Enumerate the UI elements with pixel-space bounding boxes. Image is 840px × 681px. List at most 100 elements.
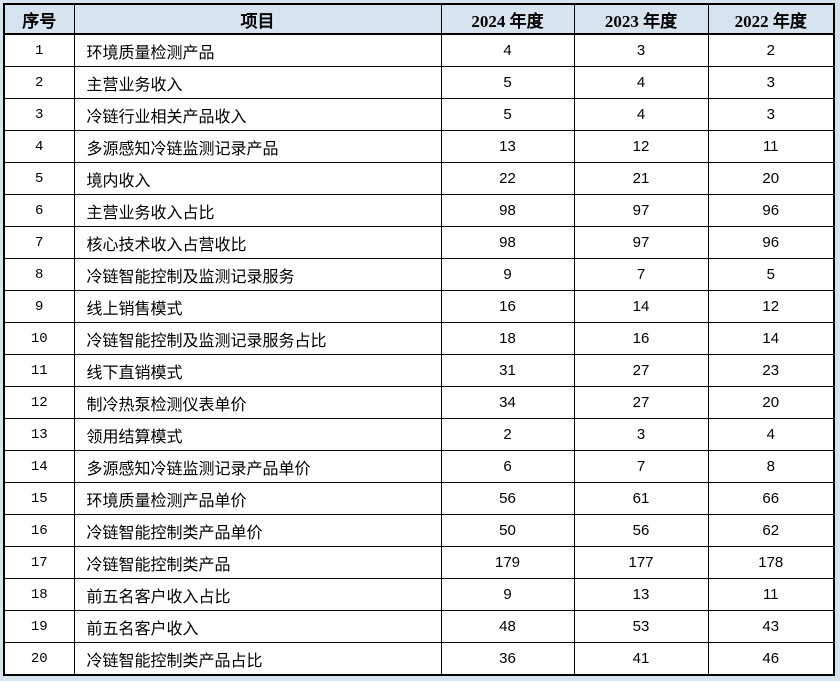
value-cell-2024: 13 xyxy=(440,130,575,163)
value-cell-2022: 3 xyxy=(707,66,835,99)
value-cell-2023: 3 xyxy=(573,33,709,67)
value-cell-2023: 53 xyxy=(573,610,709,643)
value-cell-2022: 23 xyxy=(707,354,835,387)
table-row: 3 冷链行业相关产品收入 5 4 3 xyxy=(3,98,835,131)
value-cell-2022: 4 xyxy=(707,418,835,451)
value-cell-2023: 97 xyxy=(573,194,709,227)
item-cell: 冷链智能控制类产品占比 xyxy=(73,642,442,676)
item-cell: 前五名客户收入 xyxy=(73,610,442,643)
index-cell: 4 xyxy=(3,130,75,163)
value-cell-2023: 27 xyxy=(573,386,709,419)
value-cell-2023: 97 xyxy=(573,226,709,259)
index-cell: 12 xyxy=(3,386,75,419)
table-row: 10 冷链智能控制及监测记录服务占比 18 16 14 xyxy=(3,322,835,355)
index-cell: 16 xyxy=(3,514,75,547)
value-cell-2023: 4 xyxy=(573,66,709,99)
value-cell-2022: 12 xyxy=(707,290,835,323)
table-row: 13 领用结算模式 2 3 4 xyxy=(3,418,835,451)
index-cell: 6 xyxy=(3,194,75,227)
value-cell-2022: 3 xyxy=(707,98,835,131)
table-row: 16 冷链智能控制类产品单价 50 56 62 xyxy=(3,514,835,547)
value-cell-2023: 56 xyxy=(573,514,709,547)
table-row: 11 线下直销模式 31 27 23 xyxy=(3,354,835,387)
table-row: 18 前五名客户收入占比 9 13 11 xyxy=(3,578,835,611)
index-cell: 5 xyxy=(3,162,75,195)
index-cell: 3 xyxy=(3,98,75,131)
value-cell-2024: 9 xyxy=(440,578,575,611)
item-cell: 冷链智能控制类产品 xyxy=(73,546,442,579)
header-row: 序号 项目 2024 年度 2023 年度 2022 年度 xyxy=(3,3,835,35)
value-cell-2022: 46 xyxy=(707,642,835,676)
index-cell: 8 xyxy=(3,258,75,291)
value-cell-2023: 4 xyxy=(573,98,709,131)
value-cell-2022: 20 xyxy=(707,162,835,195)
table-row: 8 冷链智能控制及监测记录服务 9 7 5 xyxy=(3,258,835,291)
index-cell: 10 xyxy=(3,322,75,355)
value-cell-2024: 31 xyxy=(440,354,575,387)
value-cell-2024: 179 xyxy=(440,546,575,579)
table-row: 14 多源感知冷链监测记录产品单价 6 7 8 xyxy=(3,450,835,483)
value-cell-2023: 12 xyxy=(573,130,709,163)
value-cell-2024: 16 xyxy=(440,290,575,323)
value-cell-2022: 14 xyxy=(707,322,835,355)
table-row: 5 境内收入 22 21 20 xyxy=(3,162,835,195)
value-cell-2024: 98 xyxy=(440,226,575,259)
table-body: 1 环境质量检测产品 4 3 2 2 主营业务收入 5 4 3 3 冷链行业相关产品收入 5 4 3 4 多源感… xyxy=(3,33,835,676)
item-cell: 领用结算模式 xyxy=(73,418,442,451)
index-cell: 18 xyxy=(3,578,75,611)
item-cell: 制冷热泵检测仪表单价 xyxy=(73,386,442,419)
item-cell: 线下直销模式 xyxy=(73,354,442,387)
item-cell: 冷链行业相关产品收入 xyxy=(73,98,442,131)
value-cell-2022: 8 xyxy=(707,450,835,483)
column-header-2023: 2023 年度 xyxy=(573,3,709,35)
table-row: 4 多源感知冷链监测记录产品 13 12 11 xyxy=(3,130,835,163)
value-cell-2023: 7 xyxy=(573,450,709,483)
index-cell: 13 xyxy=(3,418,75,451)
item-cell: 环境质量检测产品单价 xyxy=(73,482,442,515)
item-cell: 线上销售模式 xyxy=(73,290,442,323)
item-cell: 冷链智能控制及监测记录服务 xyxy=(73,258,442,291)
column-header-item: 项目 xyxy=(73,3,442,35)
table-row: 12 制冷热泵检测仪表单价 34 27 20 xyxy=(3,386,835,419)
value-cell-2022: 96 xyxy=(707,194,835,227)
value-cell-2022: 178 xyxy=(707,546,835,579)
value-cell-2022: 43 xyxy=(707,610,835,643)
value-cell-2023: 7 xyxy=(573,258,709,291)
value-cell-2022: 11 xyxy=(707,130,835,163)
table-row: 2 主营业务收入 5 4 3 xyxy=(3,66,835,99)
value-cell-2024: 5 xyxy=(440,98,575,131)
table-frame: 序号 项目 2024 年度 2023 年度 2022 年度 1 环境质量检测产品 4… xyxy=(3,3,835,676)
value-cell-2022: 62 xyxy=(707,514,835,547)
index-cell: 20 xyxy=(3,642,75,676)
item-cell: 主营业务收入 xyxy=(73,66,442,99)
table-row: 17 冷链智能控制类产品 179 177 178 xyxy=(3,546,835,579)
value-cell-2024: 4 xyxy=(440,33,575,67)
value-cell-2024: 22 xyxy=(440,162,575,195)
value-cell-2024: 5 xyxy=(440,66,575,99)
item-cell: 冷链智能控制类产品单价 xyxy=(73,514,442,547)
value-cell-2023: 16 xyxy=(573,322,709,355)
value-cell-2022: 66 xyxy=(707,482,835,515)
value-cell-2023: 61 xyxy=(573,482,709,515)
index-cell: 19 xyxy=(3,610,75,643)
value-cell-2023: 177 xyxy=(573,546,709,579)
value-cell-2024: 2 xyxy=(440,418,575,451)
value-cell-2023: 14 xyxy=(573,290,709,323)
value-cell-2023: 27 xyxy=(573,354,709,387)
value-cell-2024: 36 xyxy=(440,642,575,676)
index-cell: 2 xyxy=(3,66,75,99)
item-cell: 核心技术收入占营收比 xyxy=(73,226,442,259)
item-cell: 前五名客户收入占比 xyxy=(73,578,442,611)
index-cell: 7 xyxy=(3,226,75,259)
value-cell-2023: 3 xyxy=(573,418,709,451)
item-cell: 境内收入 xyxy=(73,162,442,195)
value-cell-2024: 56 xyxy=(440,482,575,515)
index-cell: 15 xyxy=(3,482,75,515)
index-cell: 1 xyxy=(3,33,75,67)
value-cell-2022: 96 xyxy=(707,226,835,259)
table-row: 6 主营业务收入占比 98 97 96 xyxy=(3,194,835,227)
value-cell-2023: 13 xyxy=(573,578,709,611)
index-cell: 9 xyxy=(3,290,75,323)
value-cell-2024: 48 xyxy=(440,610,575,643)
